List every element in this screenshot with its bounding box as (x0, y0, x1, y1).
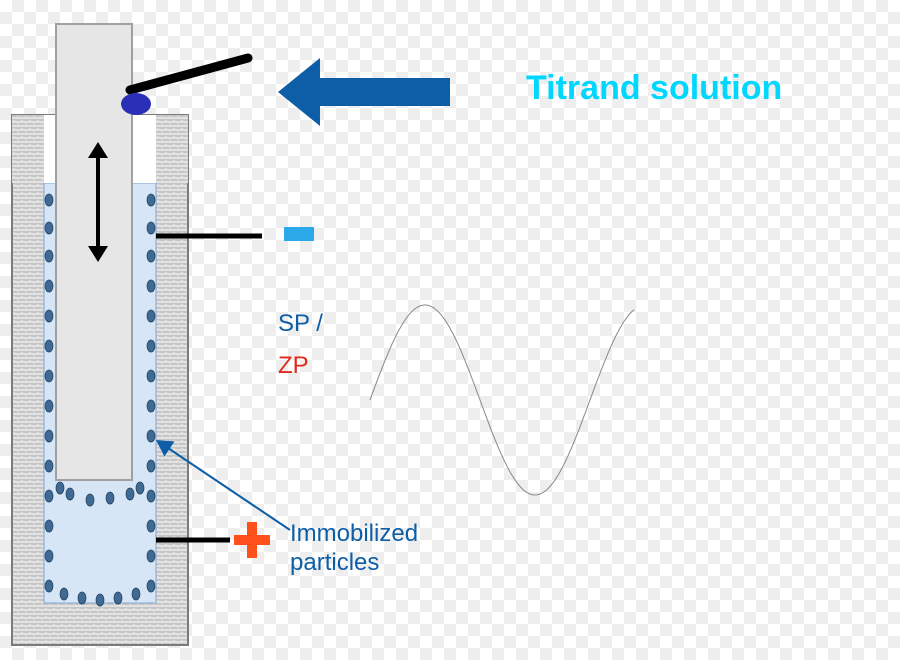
particle (86, 494, 94, 506)
particle (147, 280, 155, 292)
particle (147, 340, 155, 352)
particle (45, 520, 53, 532)
particle (147, 550, 155, 562)
particle (56, 482, 64, 494)
plus-icon-v (247, 522, 257, 558)
zp-label: ZP (278, 352, 309, 381)
particle (45, 580, 53, 592)
minus-icon (284, 227, 314, 241)
particle (147, 370, 155, 382)
particle (136, 482, 144, 494)
particle (45, 550, 53, 562)
particle (45, 280, 53, 292)
particle (45, 222, 53, 234)
stirrer-rod (130, 58, 248, 90)
sp-label: SP / (278, 310, 323, 339)
particle (96, 594, 104, 606)
particle (60, 588, 68, 600)
particle (147, 194, 155, 206)
particle (147, 490, 155, 502)
particle (45, 194, 53, 206)
particle (66, 488, 74, 500)
particle (126, 488, 134, 500)
particle (147, 400, 155, 412)
particle (45, 430, 53, 442)
titrand-label: Titrand solution (526, 68, 782, 109)
titrand-arrow-shaft (320, 78, 450, 106)
particle (132, 588, 140, 600)
stirrer-droplet (121, 93, 151, 115)
particle (147, 310, 155, 322)
particle (147, 580, 155, 592)
particle (45, 400, 53, 412)
titrand-arrow-head-icon (278, 58, 320, 126)
particle (45, 490, 53, 502)
particle (147, 520, 155, 532)
particle (45, 340, 53, 352)
immobilized-particles-label: Immobilized particles (290, 520, 418, 578)
particle (147, 222, 155, 234)
particle (78, 592, 86, 604)
particle (147, 430, 155, 442)
particle (106, 492, 114, 504)
diagram-stage: Titrand solution SP / ZP Immobilized par… (0, 0, 900, 660)
particle (147, 460, 155, 472)
particle (114, 592, 122, 604)
particle (45, 250, 53, 262)
particle (147, 250, 155, 262)
particle (45, 460, 53, 472)
particle (45, 310, 53, 322)
acoustic-wave (370, 305, 634, 495)
particle (45, 370, 53, 382)
